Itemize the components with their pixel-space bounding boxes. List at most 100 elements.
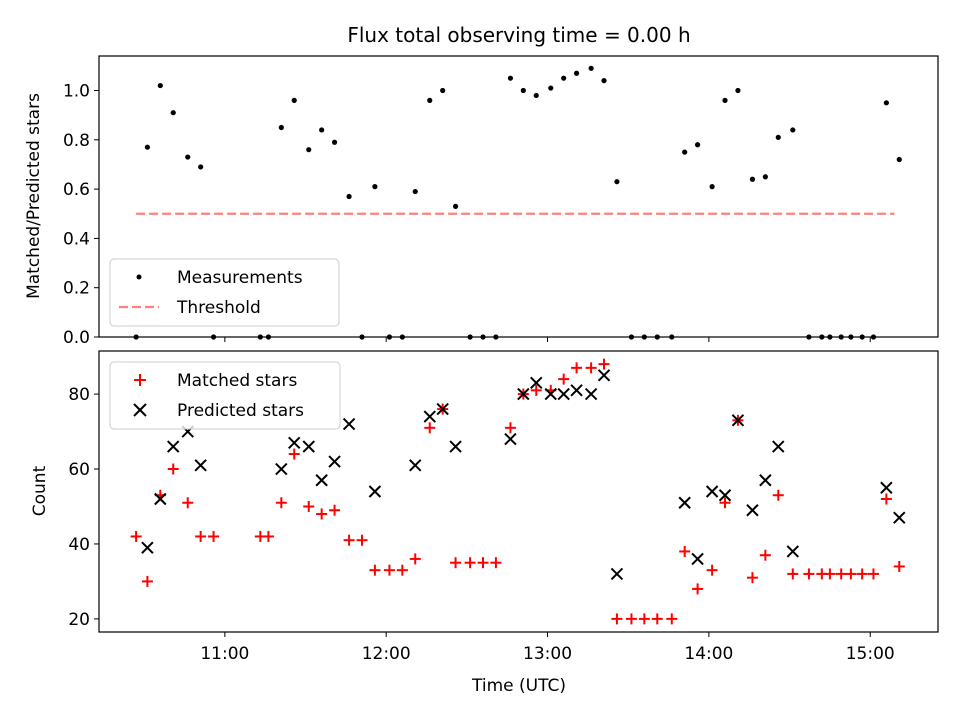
matched-star-point bbox=[477, 557, 489, 569]
measurement-point bbox=[170, 110, 176, 116]
matched-star-point bbox=[558, 373, 570, 385]
predicted-star-point bbox=[893, 511, 906, 524]
matched-star-point bbox=[759, 549, 771, 561]
predicted-star-point bbox=[302, 440, 315, 453]
measurement-point bbox=[588, 65, 594, 71]
legend-predicted-marker bbox=[133, 403, 147, 417]
measurement-point bbox=[507, 75, 514, 81]
measurement-point bbox=[749, 176, 756, 182]
matched-star-point bbox=[787, 568, 799, 580]
top-legend-box bbox=[109, 258, 340, 327]
matched-star-point bbox=[275, 497, 287, 509]
predicted-x-b bbox=[557, 387, 570, 401]
predicted-x-b bbox=[597, 369, 611, 382]
x-tick-label: 13:00 bbox=[523, 644, 572, 664]
predicted-x-b bbox=[880, 481, 893, 494]
predicted-x-b bbox=[705, 485, 719, 498]
predicted-x-b bbox=[423, 410, 436, 423]
predicted-star-point bbox=[275, 462, 288, 476]
matched-star-point bbox=[464, 557, 476, 569]
legend-matched-marker bbox=[134, 374, 146, 386]
predicted-x-b bbox=[141, 541, 154, 554]
predicted-x-b bbox=[746, 504, 759, 517]
matched-star-point bbox=[530, 384, 542, 396]
measurement-point bbox=[520, 87, 526, 94]
predicted-x-b bbox=[893, 511, 906, 524]
predicted-star-point bbox=[194, 459, 207, 472]
predicted-x-b bbox=[530, 376, 543, 390]
matched-star-point bbox=[824, 568, 836, 580]
predicted-star-point bbox=[731, 414, 745, 427]
measurement-point bbox=[790, 127, 796, 133]
matched-star-point bbox=[383, 564, 395, 576]
predicted-star-point bbox=[880, 481, 893, 494]
matched-star-point bbox=[585, 362, 597, 374]
measurement-point bbox=[346, 193, 352, 200]
measurement-point bbox=[278, 124, 284, 131]
predicted-star-point bbox=[288, 436, 301, 450]
matched-star-point bbox=[424, 422, 436, 434]
measurement-point bbox=[331, 139, 338, 145]
matched-star-point bbox=[316, 508, 328, 520]
measurement-point bbox=[709, 184, 715, 190]
predicted-star-point bbox=[544, 387, 557, 401]
bottom-plot-frame bbox=[98, 350, 939, 633]
top-legend: Measurements Threshold bbox=[109, 258, 340, 327]
predicted-star-point bbox=[584, 387, 598, 401]
measurement-point bbox=[533, 92, 539, 99]
matched-star-point bbox=[625, 613, 637, 625]
top-panel: 0.0 0.2 0.4 0.6 0.8 1.0 Matched/Predicted sta… bbox=[24, 55, 939, 348]
matched-star-point bbox=[845, 568, 857, 580]
predicted-star-point bbox=[772, 440, 785, 453]
predicted-x-b bbox=[449, 440, 462, 453]
predicted-star-points bbox=[141, 369, 906, 581]
measurement-point bbox=[440, 87, 446, 94]
predicted-x-b bbox=[194, 459, 207, 472]
measurement-point bbox=[614, 179, 620, 185]
predicted-x-b bbox=[759, 474, 772, 487]
top-y-tick-label: 1.0 bbox=[63, 82, 90, 102]
measurement-point bbox=[762, 174, 768, 180]
matched-star-point bbox=[746, 572, 758, 584]
matched-star-point bbox=[666, 613, 678, 625]
matched-star-point bbox=[867, 568, 879, 580]
predicted-star-point bbox=[436, 402, 449, 416]
predicted-x-b bbox=[167, 440, 180, 453]
measurement-point bbox=[452, 203, 459, 209]
predicted-x-b bbox=[504, 432, 517, 446]
measurement-point bbox=[694, 142, 701, 148]
legend-predicted-label: Predicted stars bbox=[177, 401, 304, 421]
predicted-x-b bbox=[786, 545, 799, 558]
matched-star-point bbox=[356, 534, 368, 546]
matched-star-point bbox=[343, 534, 355, 546]
bottom-y-tick-label: 20 bbox=[68, 610, 90, 630]
matched-star-point bbox=[329, 504, 341, 516]
predicted-x-b bbox=[368, 485, 382, 498]
predicted-star-point bbox=[154, 492, 167, 506]
measurement-point bbox=[561, 75, 567, 81]
predicted-star-point bbox=[678, 496, 691, 509]
matched-star-point bbox=[208, 530, 220, 542]
matched-star-point bbox=[803, 568, 815, 580]
predicted-star-point bbox=[315, 474, 328, 487]
measurement-point bbox=[427, 97, 433, 103]
matched-star-point bbox=[719, 497, 731, 509]
bottom-y-tick-label: 40 bbox=[68, 535, 90, 555]
bottom-legend-box bbox=[109, 361, 341, 430]
matched-star-point bbox=[856, 568, 868, 580]
matched-star-point bbox=[611, 613, 623, 625]
predicted-star-point bbox=[517, 387, 530, 401]
predicted-x-b bbox=[409, 459, 422, 472]
predicted-star-point bbox=[368, 485, 382, 498]
predicted-x-b bbox=[678, 496, 691, 509]
predicted-star-point bbox=[786, 545, 799, 558]
legend-threshold-label: Threshold bbox=[176, 298, 261, 318]
measurement-point bbox=[682, 149, 688, 155]
matched-star-point bbox=[835, 568, 847, 580]
legend-measurements-label: Measurements bbox=[177, 268, 303, 288]
bottom-y-tick-label: 60 bbox=[68, 460, 90, 480]
predicted-x-b bbox=[610, 567, 624, 581]
matched-star-point bbox=[450, 557, 462, 569]
legend-matched-label: Matched stars bbox=[177, 371, 297, 391]
